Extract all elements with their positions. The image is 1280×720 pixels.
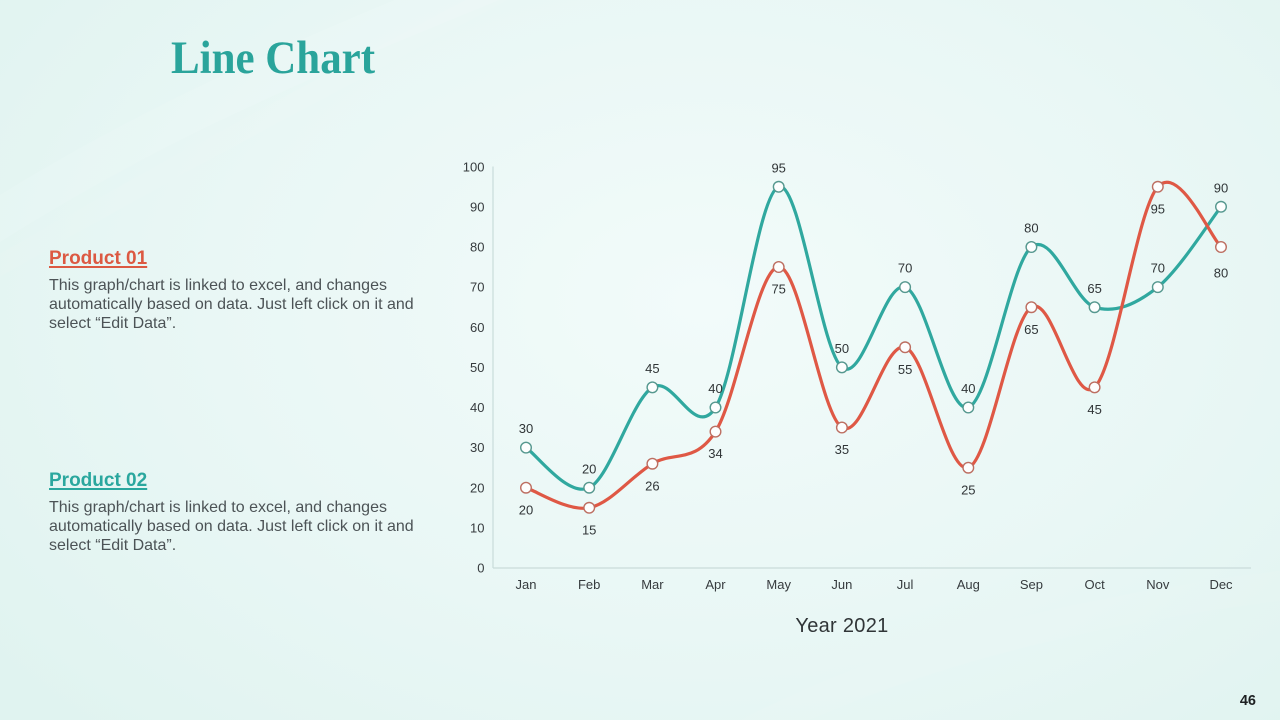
svg-text:Oct: Oct — [1084, 577, 1105, 592]
svg-text:Feb: Feb — [578, 577, 600, 592]
svg-text:Sep: Sep — [1020, 577, 1043, 592]
svg-text:Apr: Apr — [705, 577, 726, 592]
svg-text:20: 20 — [582, 461, 596, 476]
svg-text:100: 100 — [463, 159, 485, 174]
svg-text:70: 70 — [1151, 261, 1165, 276]
svg-text:15: 15 — [582, 522, 596, 537]
svg-text:70: 70 — [470, 280, 484, 295]
svg-text:Year 2021: Year 2021 — [795, 615, 888, 637]
svg-text:60: 60 — [470, 320, 484, 335]
svg-text:40: 40 — [961, 381, 975, 396]
svg-text:65: 65 — [1087, 281, 1101, 296]
svg-text:70: 70 — [898, 261, 912, 276]
svg-text:95: 95 — [1151, 201, 1165, 216]
svg-text:50: 50 — [470, 360, 484, 375]
svg-text:30: 30 — [470, 440, 484, 455]
svg-text:45: 45 — [645, 361, 659, 376]
svg-text:20: 20 — [519, 502, 533, 517]
svg-text:80: 80 — [1024, 221, 1038, 236]
svg-text:Dec: Dec — [1209, 577, 1233, 592]
svg-text:35: 35 — [835, 442, 849, 457]
svg-text:65: 65 — [1024, 322, 1038, 337]
svg-text:May: May — [766, 577, 791, 592]
svg-text:95: 95 — [771, 160, 785, 175]
svg-text:Jun: Jun — [831, 577, 852, 592]
svg-text:0: 0 — [477, 561, 484, 576]
svg-text:45: 45 — [1087, 402, 1101, 417]
svg-text:40: 40 — [470, 400, 484, 415]
svg-text:Nov: Nov — [1146, 577, 1170, 592]
svg-text:55: 55 — [898, 362, 912, 377]
svg-text:Jul: Jul — [897, 577, 914, 592]
svg-text:10: 10 — [470, 521, 484, 536]
svg-text:34: 34 — [708, 446, 722, 461]
svg-text:Jan: Jan — [516, 577, 537, 592]
svg-text:25: 25 — [961, 482, 975, 497]
svg-text:Aug: Aug — [957, 577, 980, 592]
svg-text:Mar: Mar — [641, 577, 664, 592]
svg-text:30: 30 — [519, 421, 533, 436]
svg-text:40: 40 — [708, 381, 722, 396]
svg-text:50: 50 — [835, 341, 849, 356]
svg-text:80: 80 — [470, 240, 484, 255]
svg-text:90: 90 — [1214, 180, 1228, 195]
svg-text:20: 20 — [470, 480, 484, 495]
svg-text:80: 80 — [1214, 266, 1228, 281]
svg-text:75: 75 — [771, 282, 785, 297]
svg-text:26: 26 — [645, 478, 659, 493]
svg-text:90: 90 — [470, 199, 484, 214]
